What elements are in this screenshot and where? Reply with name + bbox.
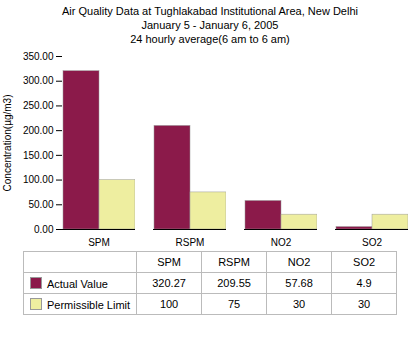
html-text:NO2: NO2 xyxy=(287,256,311,268)
html-text:75: 75 xyxy=(227,298,241,310)
html-text:320.27: 320.27 xyxy=(152,277,186,289)
svg-text:Concentration(µg/m3): Concentration(µg/m3) xyxy=(2,95,13,192)
svg-text:200.00: 200.00 xyxy=(23,125,54,136)
svg-text:RSPM: RSPM xyxy=(176,237,205,248)
html-text:30: 30 xyxy=(357,298,371,310)
html-text:209.55: 209.55 xyxy=(217,277,251,289)
svg-text:150.00: 150.00 xyxy=(23,150,54,161)
svg-text:250.00: 250.00 xyxy=(23,100,54,111)
svg-text:SPM: SPM xyxy=(88,237,110,248)
html-text:Actual Value: Actual Value xyxy=(46,277,108,290)
html-text:Air Quality Data at Tughlakaba: Air Quality Data at Tughlakabad Institut… xyxy=(62,5,358,45)
html-text:57.68: 57.68 xyxy=(285,277,313,289)
svg-text:0.00: 0.00 xyxy=(34,224,54,235)
svg-text:300.00: 300.00 xyxy=(23,75,54,86)
html-text:Permissible Limit: Permissible Limit xyxy=(46,298,131,311)
svg-text:350.00: 350.00 xyxy=(23,51,54,62)
svg-text:SO2: SO2 xyxy=(362,237,382,248)
html-text:SO2: SO2 xyxy=(353,256,376,268)
html-text:4.9: 4.9 xyxy=(356,277,372,289)
html-text:30: 30 xyxy=(292,298,306,310)
html-text:100: 100 xyxy=(159,298,179,310)
svg-text:100.00: 100.00 xyxy=(23,174,54,185)
svg-text:NO2: NO2 xyxy=(271,237,292,248)
html-text:RSPM: RSPM xyxy=(218,256,250,268)
html-text:SPM: SPM xyxy=(157,256,181,268)
svg-text:50.00: 50.00 xyxy=(28,199,53,210)
